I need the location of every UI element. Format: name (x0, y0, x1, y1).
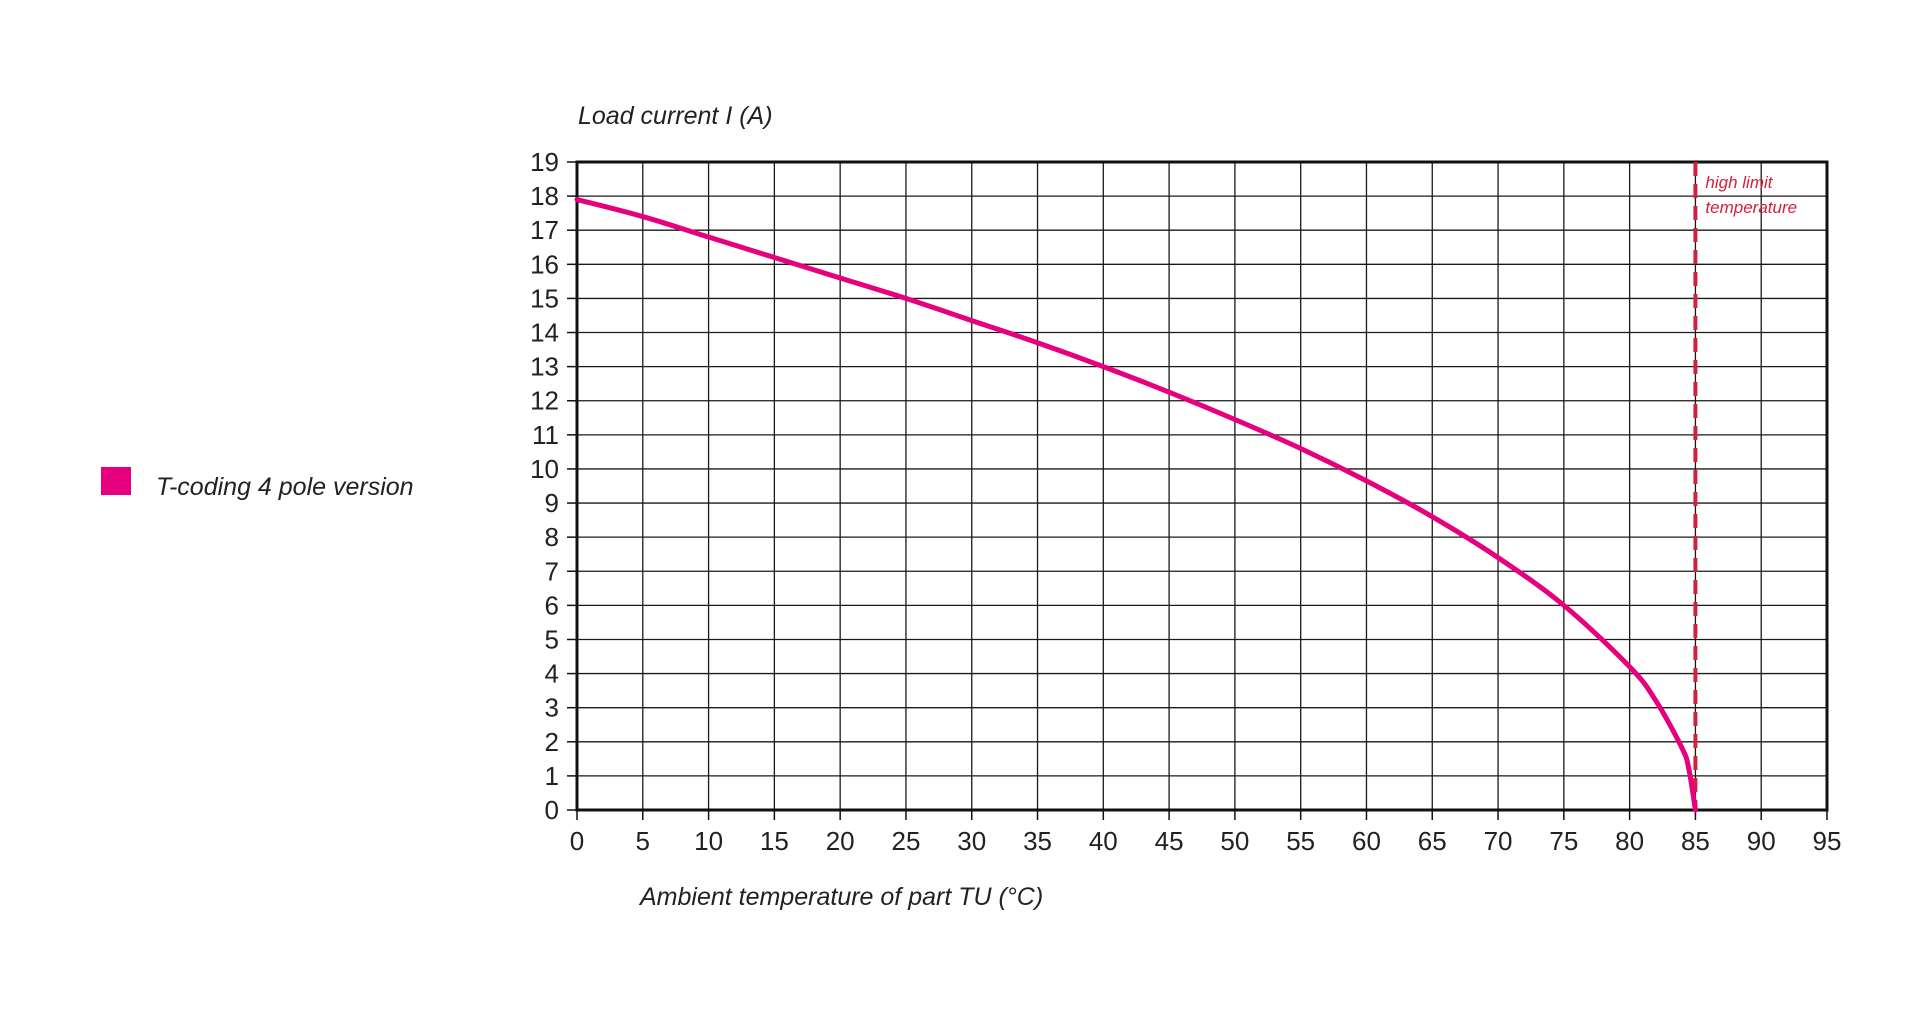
y-tick-label: 11 (532, 420, 559, 450)
y-tick-label: 5 (545, 624, 559, 654)
x-tick-label: 60 (1352, 826, 1381, 856)
x-tick-label: 0 (570, 826, 584, 856)
y-tick-label: 17 (530, 215, 559, 245)
plot-frame (577, 162, 1827, 810)
high-limit-label-line2: temperature (1705, 198, 1797, 217)
y-tick-label: 13 (530, 352, 559, 382)
y-tick-label: 16 (530, 249, 559, 279)
y-tick-label: 4 (545, 659, 559, 689)
x-tick-label: 35 (1023, 826, 1052, 856)
grid-lines (577, 162, 1827, 810)
y-tick-label: 6 (545, 590, 559, 620)
series-line (577, 200, 1695, 810)
x-tick-label: 75 (1549, 826, 1578, 856)
x-tick-label: 10 (694, 826, 723, 856)
y-tick-label: 12 (530, 386, 559, 416)
x-tick-label: 65 (1418, 826, 1447, 856)
y-tick-label: 3 (545, 693, 559, 723)
legend-swatch (101, 467, 131, 495)
y-axis-label: Load current I (A) (578, 102, 773, 130)
y-tick-label: 15 (530, 283, 559, 313)
x-tick-label: 55 (1286, 826, 1315, 856)
y-tick-label: 9 (545, 488, 559, 518)
x-tick-label: 85 (1681, 826, 1710, 856)
series-layer (577, 199, 1696, 810)
legend: T-coding 4 pole version (101, 467, 414, 501)
x-tick-label: 20 (826, 826, 855, 856)
x-tick-label: 90 (1747, 826, 1776, 856)
legend-label: T-coding 4 pole version (156, 473, 414, 501)
y-tick-label: 8 (545, 522, 559, 552)
y-tick-label: 10 (530, 454, 559, 484)
x-tick-label: 40 (1089, 826, 1118, 856)
x-tick-label: 70 (1484, 826, 1513, 856)
x-tick-label: 15 (760, 826, 789, 856)
y-tick-label: 1 (545, 761, 559, 791)
x-tick-label: 50 (1220, 826, 1249, 856)
y-tick-label: 0 (545, 795, 559, 825)
y-tick-label: 18 (530, 181, 559, 211)
x-tick-label: 45 (1155, 826, 1184, 856)
high-limit-label-line1: high limit (1705, 173, 1773, 192)
y-tick-label: 7 (545, 556, 559, 586)
x-tick-label: 5 (636, 826, 650, 856)
x-axis-label: Ambient temperature of part TU (°C) (638, 883, 1043, 911)
x-tick-label: 95 (1813, 826, 1842, 856)
y-tick-label: 2 (545, 727, 559, 757)
y-tick-label: 19 (530, 147, 559, 177)
x-tick-label: 30 (957, 826, 986, 856)
plot-border (577, 162, 1827, 810)
y-tick-label: 14 (530, 318, 559, 348)
x-tick-label: 80 (1615, 826, 1644, 856)
x-tick-label: 25 (891, 826, 920, 856)
